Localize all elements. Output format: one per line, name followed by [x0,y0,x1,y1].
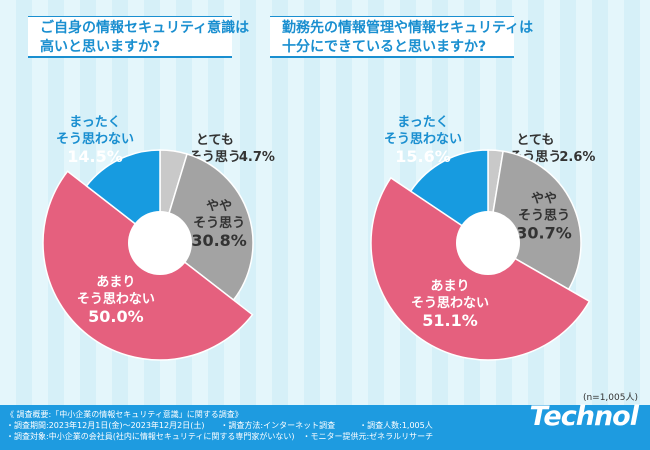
slice-value: 51.1% [422,311,478,330]
sample-size: (n=1,005人) [582,393,638,403]
slice-value: 30.7% [516,223,572,242]
slice-value: 15.6% [395,147,451,166]
chart-title-1: ご自身の情報セキュリティ意識は 高いと思いますか? [28,16,249,58]
pie-slice [159,153,254,302]
slice-label: そう思わない [384,132,462,147]
slice-value: 14.5% [67,147,123,166]
logo: Technol [529,401,639,432]
slice-label: とても [196,133,234,148]
pie-chart-2: とてもそう思う2.6%ややそう思う30.7%あまりそう思わない51.1%まったく… [370,115,595,361]
slice-value: 4.7% [239,150,275,165]
slice-label: まったく [397,115,448,130]
slice-label: そう思う [518,208,570,223]
chart-title-2: 勤務先の情報管理や情報セキュリティは 十分にできていると思いますか? [270,16,533,58]
slice-label: そう思わない [411,296,489,311]
slice-label: やや [531,191,557,206]
footer: 《 調査概要:「中小企業の情報セキュリティ意識」に関する調査》 ・調査期間:20… [0,401,650,450]
slice-label: そう思わない [56,132,134,147]
slice-label: とても [516,133,554,148]
slice-value: 50.0% [88,307,144,326]
pie-chart-1: とてもそう思う4.7%ややそう思う30.8%あまりそう思わない50.0%まったく… [42,115,275,361]
donut-hole [128,211,192,275]
survey-summary: 《 調査概要:「中小企業の情報セキュリティ意識」に関する調査》 ・調査期間:20… [6,410,434,441]
slice-label: まったく [69,115,120,130]
donut-hole [456,211,520,275]
slice-value: 2.6% [559,150,595,165]
slice-label: そう思わない [77,292,155,307]
slice-label: やや [206,199,232,214]
slice-label: あまり [430,279,469,294]
slice-label: あまり [96,275,135,290]
slice-label: そう思う [193,216,245,231]
slice-value: 30.8% [191,231,247,250]
